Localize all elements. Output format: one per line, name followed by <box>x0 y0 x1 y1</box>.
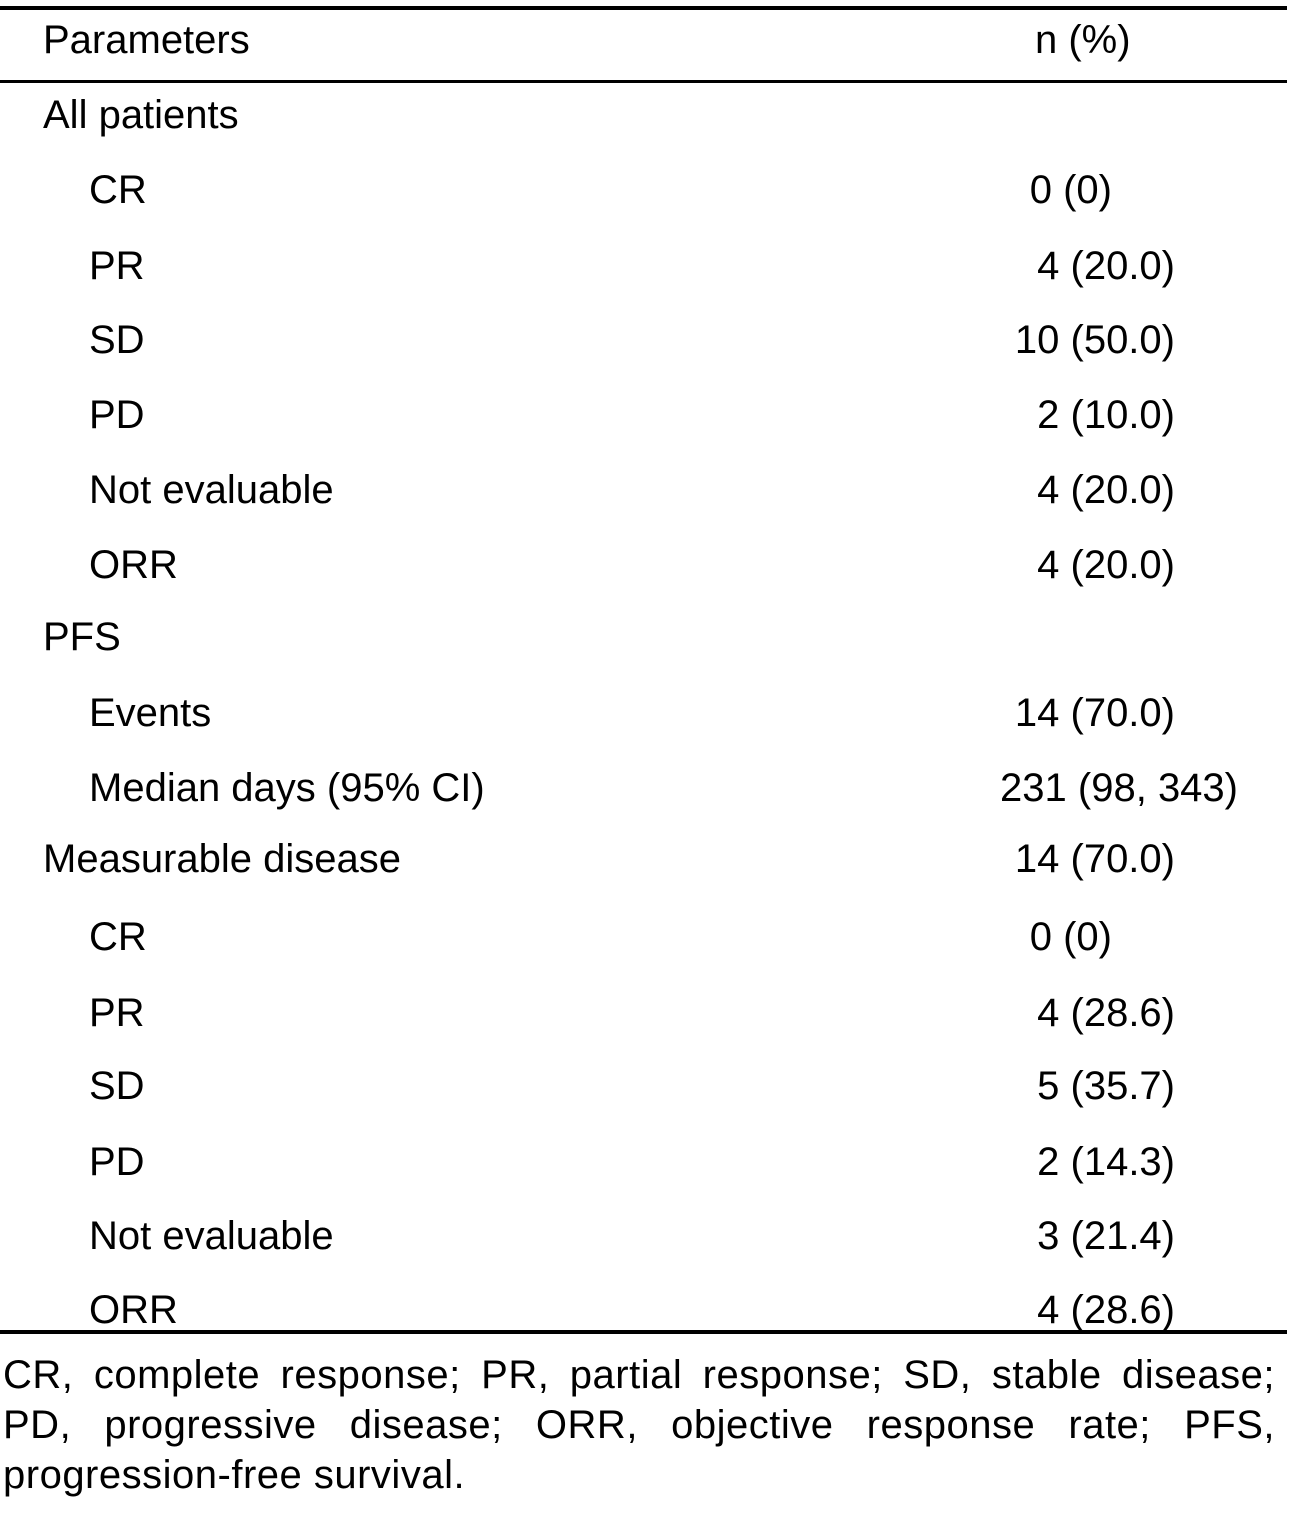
table-row: PD 2 (14.3) <box>0 1132 1287 1192</box>
row-label: PD <box>89 393 145 437</box>
table-row: SD 5 (35.7) <box>0 1056 1287 1116</box>
table-row: PR 4 (20.0) <box>0 236 1287 296</box>
table-row: Median days (95% CI) 231 (98, 343) <box>0 758 1287 818</box>
row-label: CR <box>89 168 147 212</box>
table-row: ORR 4 (28.6) <box>0 1280 1287 1340</box>
row-value: 0 (0) <box>1029 168 1112 212</box>
row-value: 2 (10.0) <box>1037 393 1175 437</box>
row-value: 5 (35.7) <box>1037 1064 1175 1108</box>
row-label: Not evaluable <box>89 1214 334 1258</box>
row-label: PR <box>89 244 145 288</box>
row-value: 10 (50.0) <box>1014 318 1175 362</box>
row-value: 0 (0) <box>1029 915 1112 959</box>
row-label: ORR <box>89 543 178 587</box>
table-row: Not evaluable 3 (21.4) <box>0 1206 1287 1266</box>
row-value: 14 (70.0) <box>1014 691 1175 735</box>
header-n-percent: n (%) <box>1035 18 1131 62</box>
row-value: 4 (28.6) <box>1037 1288 1175 1332</box>
table-bottom-rule <box>0 1330 1287 1334</box>
table-row: All patients <box>0 85 1287 145</box>
table-row: SD 10 (50.0) <box>0 310 1287 370</box>
row-label: Measurable disease <box>43 837 401 881</box>
table-row: Events 14 (70.0) <box>0 683 1287 743</box>
row-value: 231 (98, 343) <box>1000 766 1238 810</box>
row-label: Median days (95% CI) <box>89 766 485 810</box>
row-label: SD <box>89 1064 145 1108</box>
table-row: CR 0 (0) <box>0 907 1287 967</box>
row-value: 2 (14.3) <box>1037 1140 1175 1184</box>
table-row: PFS <box>0 607 1287 667</box>
row-label: PR <box>89 991 145 1035</box>
table-footnote: CR, complete response; PR, partial respo… <box>3 1353 1275 1497</box>
row-label: CR <box>89 915 147 959</box>
table-row: Measurable disease 14 (70.0) <box>0 829 1287 889</box>
row-label: PFS <box>43 615 121 659</box>
table-top-rule <box>0 6 1287 10</box>
row-value: 4 (20.0) <box>1037 244 1175 288</box>
table-row: CR 0 (0) <box>0 160 1287 220</box>
row-value: 4 (28.6) <box>1037 991 1175 1035</box>
row-value: 4 (20.0) <box>1037 543 1175 587</box>
row-label: PD <box>89 1140 145 1184</box>
header-parameters: Parameters <box>43 18 250 62</box>
table-header-rule <box>0 80 1287 83</box>
row-label: Events <box>89 691 212 735</box>
row-value: 3 (21.4) <box>1037 1214 1175 1258</box>
row-label: Not evaluable <box>89 468 334 512</box>
row-label: ORR <box>89 1288 178 1332</box>
row-label: All patients <box>43 93 239 137</box>
table-row: PR 4 (28.6) <box>0 983 1287 1043</box>
table-row: Not evaluable 4 (20.0) <box>0 460 1287 520</box>
row-value: 14 (70.0) <box>1014 837 1175 881</box>
row-label: SD <box>89 318 145 362</box>
table-row: ORR 4 (20.0) <box>0 535 1287 595</box>
row-value: 4 (20.0) <box>1037 468 1175 512</box>
table-row: PD 2 (10.0) <box>0 385 1287 445</box>
